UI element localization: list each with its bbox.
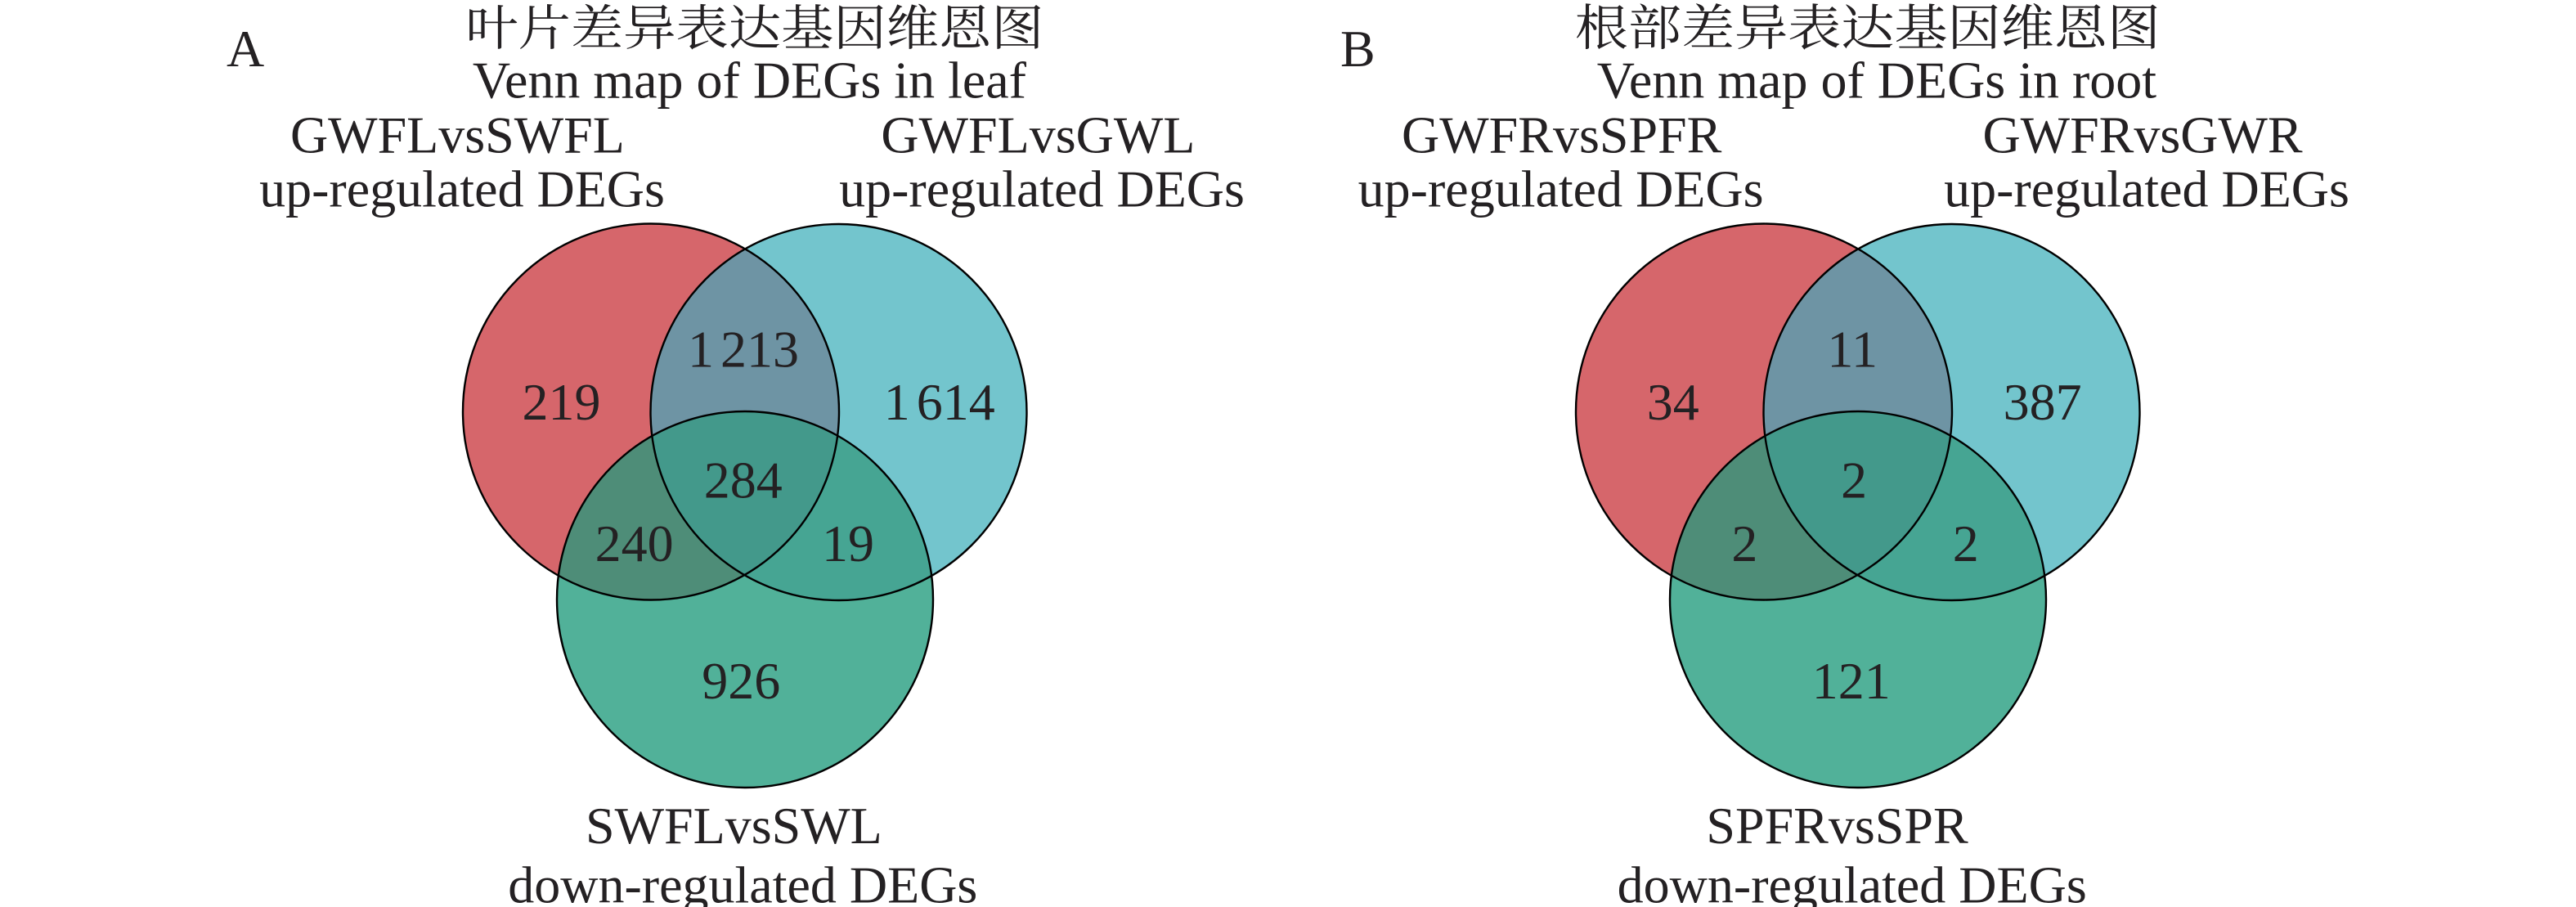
svg-text:387: 387 [2004, 373, 2082, 431]
svg-text:GWFRvsGWR: GWFRvsGWR [1982, 106, 2302, 164]
svg-text:GWFRvsSPFR: GWFRvsSPFR [1402, 106, 1722, 164]
svg-text:up-regulated DEGs: up-regulated DEGs [1944, 160, 2349, 218]
svg-text:up-regulated DEGs: up-regulated DEGs [259, 160, 665, 218]
svg-text:SWFLvsSWL: SWFLvsSWL [586, 797, 882, 855]
svg-text:A: A [227, 20, 264, 78]
svg-text:up-regulated DEGs: up-regulated DEGs [1358, 160, 1764, 218]
svg-text:240: 240 [595, 514, 674, 572]
svg-text:34: 34 [1647, 373, 1699, 431]
svg-text:1 614: 1 614 [884, 373, 995, 431]
svg-text:121: 121 [1812, 652, 1891, 710]
svg-text:926: 926 [702, 652, 780, 710]
svg-text:2: 2 [1953, 514, 1979, 572]
svg-text:Venn map of DEGs in leaf: Venn map of DEGs in leaf [473, 52, 1027, 110]
svg-text:up-regulated DEGs: up-regulated DEGs [839, 160, 1245, 218]
svg-text:SPFRvsSPR: SPFRvsSPR [1706, 797, 1968, 855]
svg-text:2: 2 [1841, 451, 1867, 509]
svg-text:2: 2 [1731, 514, 1757, 572]
svg-text:down-regulated DEGs: down-regulated DEGs [508, 856, 977, 907]
svg-text:down-regulated DEGs: down-regulated DEGs [1618, 856, 2087, 907]
svg-text:284: 284 [704, 451, 783, 509]
svg-text:1 213: 1 213 [688, 321, 799, 379]
svg-text:Venn map of DEGs in root: Venn map of DEGs in root [1597, 52, 2157, 110]
svg-text:219: 219 [523, 373, 601, 431]
svg-text:GWFLvsGWL: GWFLvsGWL [881, 106, 1195, 164]
svg-text:11: 11 [1827, 321, 1878, 379]
svg-text:GWFLvsSWFL: GWFLvsSWFL [290, 106, 625, 164]
svg-text:B: B [1340, 20, 1376, 78]
svg-text:19: 19 [822, 514, 874, 572]
